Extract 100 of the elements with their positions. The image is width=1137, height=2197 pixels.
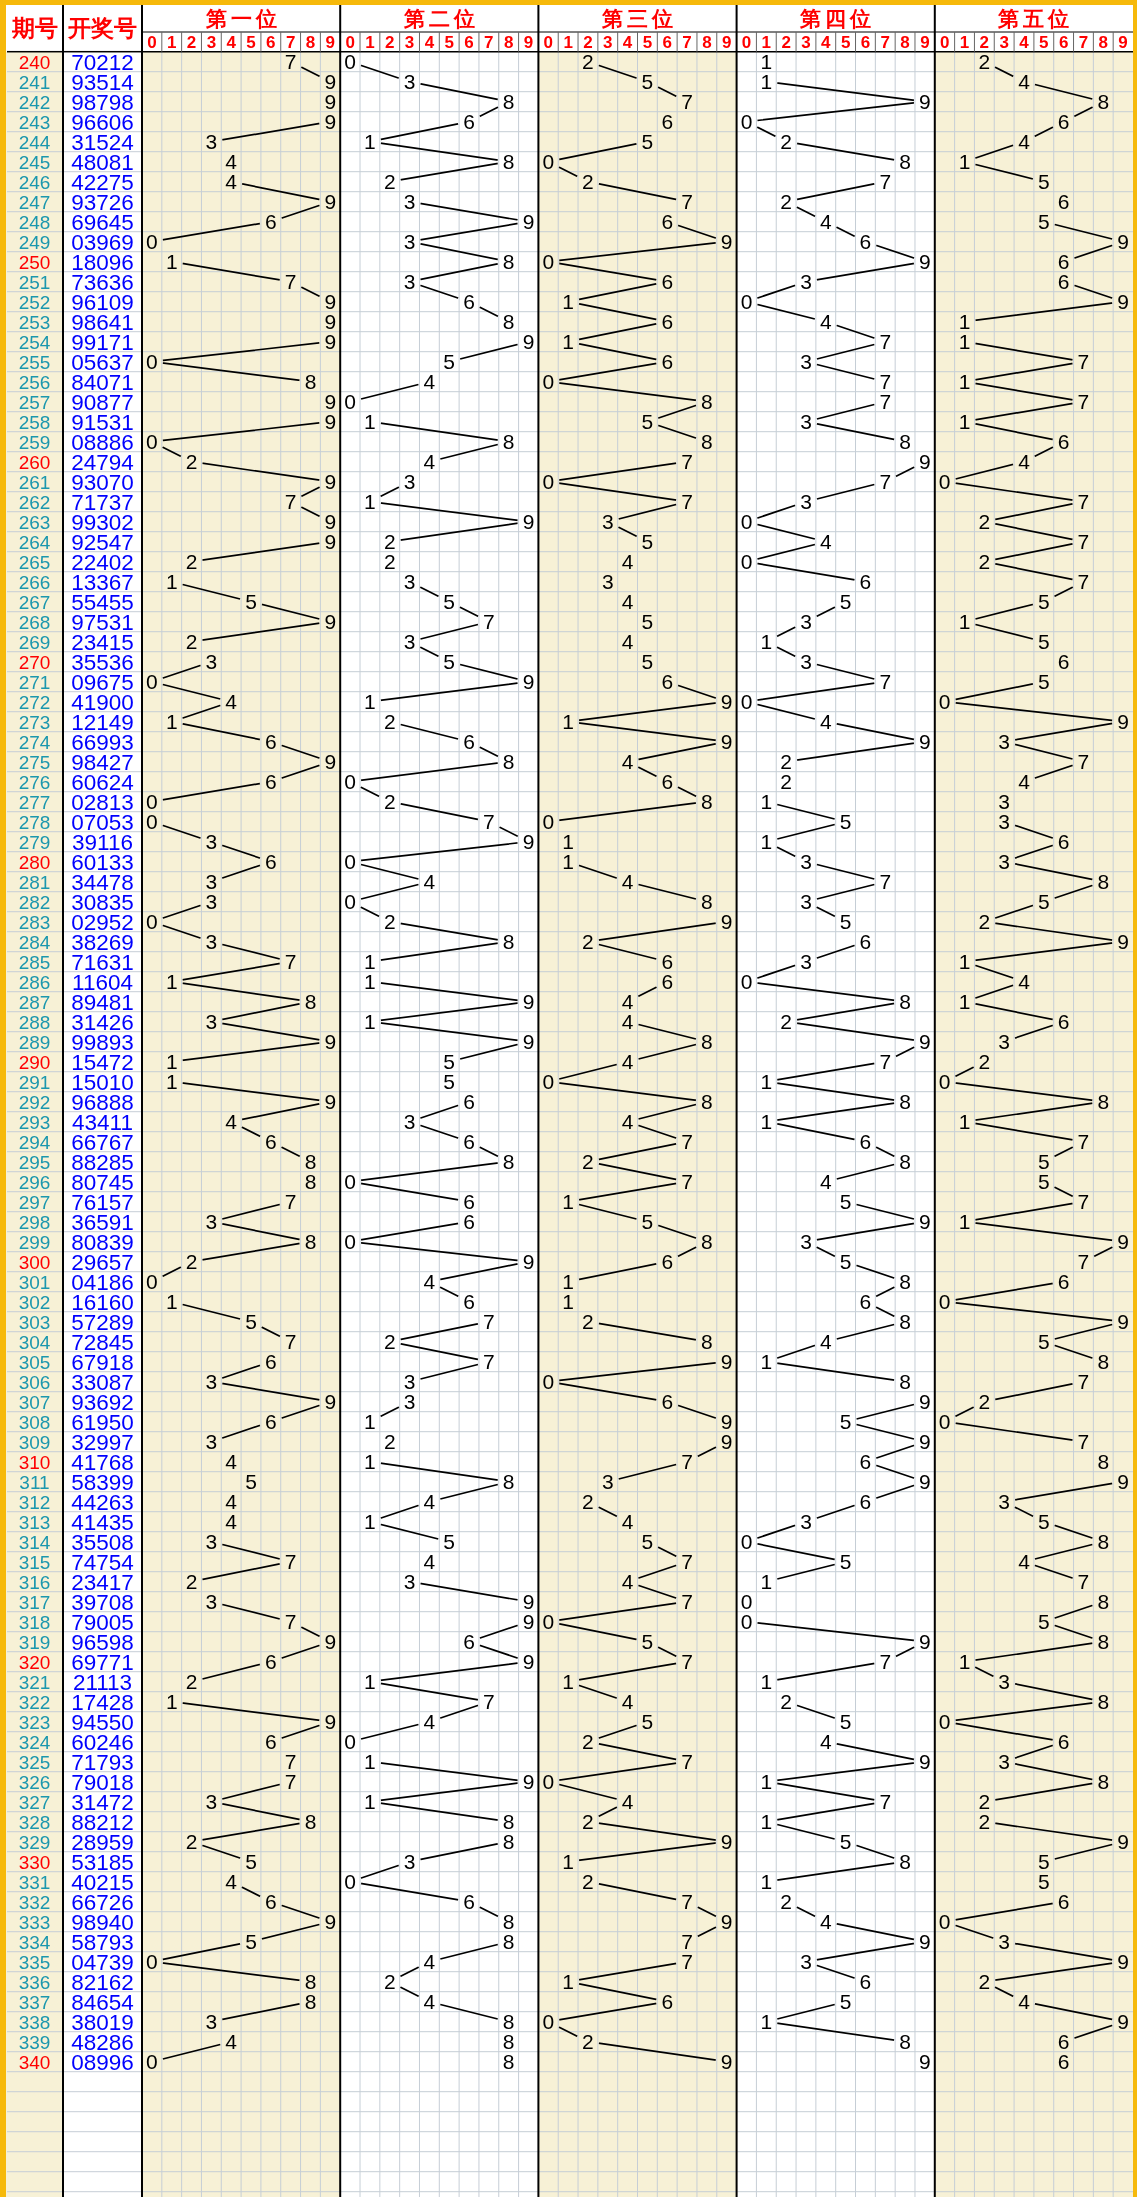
data-label: 8	[502, 310, 515, 334]
title: 第五位	[998, 7, 1074, 30]
data-label: 6	[661, 310, 674, 334]
data-label: 6	[265, 1650, 277, 1674]
data-label: 2	[582, 1310, 594, 1334]
data-label: 8	[1097, 870, 1110, 894]
data-label: 0	[146, 2050, 158, 2074]
data-label: 3	[205, 2010, 218, 2034]
data-label: 5	[641, 650, 654, 674]
x-tick-label: 5	[444, 32, 454, 52]
data-label: 7	[1077, 1250, 1090, 1274]
data-label: 5	[1037, 210, 1050, 234]
data-label: 1	[958, 990, 971, 1014]
y-tick-label: 258	[18, 412, 51, 433]
x-tick-label: 4	[1019, 32, 1029, 52]
data-label: 0	[146, 350, 158, 374]
y-tick-label: 340	[18, 2052, 51, 2073]
y-tick-label: 314	[18, 1532, 51, 1553]
y-tick-label: 307	[18, 1392, 51, 1413]
y-tick-label: 272	[18, 692, 51, 713]
data-label: 6	[1057, 190, 1070, 214]
data-label: 9	[522, 510, 535, 534]
data-label: 8	[502, 930, 515, 954]
data-label: 0	[344, 770, 356, 794]
y-tick-label: 241	[18, 72, 51, 93]
data-label: 3	[403, 190, 416, 214]
data-label: 3	[205, 830, 218, 854]
title: 第四位	[800, 7, 876, 30]
data-label: 3	[601, 570, 614, 594]
data-label: 7	[284, 490, 297, 514]
data-label: 0	[938, 1710, 951, 1734]
data-label: 6	[661, 210, 674, 234]
data-label: 0	[938, 1070, 951, 1094]
data-label: 5	[839, 910, 852, 934]
y-tick-label: 263	[18, 512, 51, 533]
y-tick-label: 284	[18, 932, 51, 953]
data-label: 0	[938, 470, 951, 494]
data-label: 6	[1057, 830, 1070, 854]
data-label: 8	[899, 1850, 911, 1874]
data-label: 2	[185, 1570, 198, 1594]
data-label: 2	[383, 710, 396, 734]
x-tick-label: 8	[1098, 32, 1108, 52]
data-label: 4	[423, 1270, 436, 1294]
data-label: 3	[205, 130, 218, 154]
x-tick-label: 9	[721, 32, 732, 52]
data-label: 9	[324, 610, 337, 634]
data-label: 9	[522, 830, 535, 854]
y-tick-label: 311	[19, 1472, 50, 1493]
y-tick-label: 290	[18, 1052, 51, 1073]
data-label: 2	[185, 550, 198, 574]
data-label: 6	[661, 1390, 674, 1414]
y-tick-label: 289	[18, 1032, 51, 1053]
data-label: 4	[819, 1170, 832, 1194]
data-label: 2	[780, 190, 792, 214]
data-label: 2	[383, 170, 396, 194]
x-tick-label: 2	[385, 32, 395, 52]
data-label: 1	[958, 1210, 971, 1234]
y-tick-label: 256	[18, 372, 51, 393]
data-label: 4	[621, 870, 634, 894]
data-label: 7	[483, 1310, 495, 1334]
y-tick-label: 246	[18, 172, 51, 193]
data-label: 2	[978, 50, 991, 74]
data-label: 5	[443, 1530, 456, 1554]
data-label: 3	[403, 1570, 416, 1594]
x-tick-label: 7	[682, 32, 692, 52]
data-label: 5	[839, 1710, 852, 1734]
data-label: 8	[899, 990, 911, 1014]
data-label: 4	[621, 1790, 634, 1814]
y-tick-label: 325	[18, 1752, 51, 1773]
y-tick-label: 253	[18, 312, 51, 333]
data-label: 5	[443, 650, 456, 674]
data-label: 7	[681, 1170, 693, 1194]
data-label: 9	[919, 250, 931, 274]
data-label: 1	[364, 1010, 376, 1034]
data-label: 4	[1018, 770, 1030, 794]
data-label: 2	[978, 1050, 991, 1074]
data-label: 6	[463, 290, 475, 314]
y-tick-label: 282	[18, 892, 51, 913]
y-tick-label: 257	[18, 392, 51, 413]
data-label: 7	[681, 1130, 693, 1154]
data-label: 5	[839, 1550, 852, 1574]
x-tick-label: 4	[821, 32, 831, 52]
data-label: 6	[859, 1490, 872, 1514]
y-tick-label: 315	[18, 1552, 51, 1573]
y-tick-label: 308	[18, 1412, 51, 1433]
data-label: 7	[483, 1690, 495, 1714]
data-label: 2	[780, 130, 792, 154]
x-tick-label: 8	[702, 32, 712, 52]
x-tick-label: 3	[404, 32, 415, 52]
data-label: 5	[839, 1190, 852, 1214]
data-label: 4	[621, 1510, 634, 1534]
data-label: 8	[502, 250, 515, 274]
y-tick-label: 319	[18, 1632, 51, 1653]
data-label: 1	[562, 1850, 574, 1874]
data-label: 8	[1097, 1450, 1110, 1474]
data-label: 5	[1037, 590, 1050, 614]
data-label: 0	[542, 1070, 555, 1094]
data-label: 2	[978, 1970, 991, 1994]
data-label: 5	[641, 130, 654, 154]
data-label: 6	[265, 1350, 277, 1374]
